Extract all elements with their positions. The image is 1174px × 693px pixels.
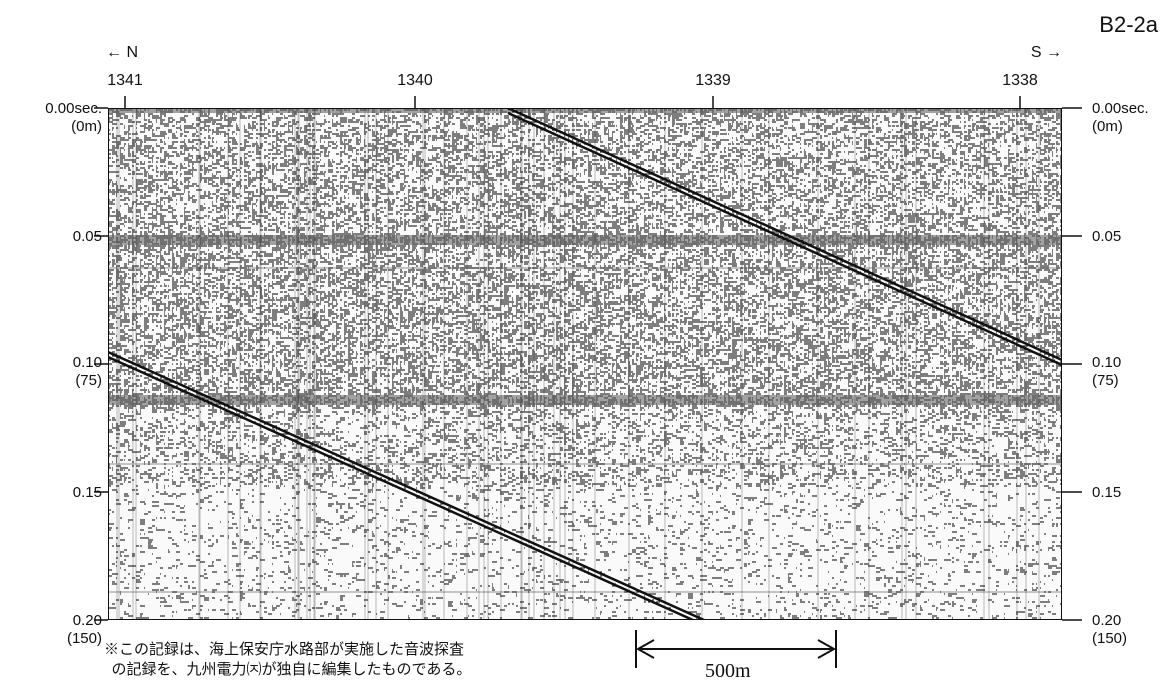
time-label-right-2: 0.10 (75) bbox=[1092, 354, 1122, 389]
time-label-left-3: 0.15 bbox=[72, 484, 102, 501]
time-label-left-4: 0.20 (150) bbox=[66, 612, 102, 647]
seismic-texture bbox=[108, 108, 1062, 620]
time-label-right-4: 0.20 (150) bbox=[1092, 612, 1128, 647]
time-label-left-1: 0.05 bbox=[72, 228, 102, 245]
direction-south-label: S → bbox=[1030, 44, 1062, 61]
station-label-1340: 1340 bbox=[397, 72, 433, 89]
seismic-profile-record bbox=[108, 108, 1062, 620]
scale-bar-label: 500m bbox=[705, 660, 751, 682]
scale-bar bbox=[635, 630, 837, 668]
time-label-right-1: 0.05 bbox=[1092, 228, 1122, 245]
time-label-left-0: 0.00sec. (0m) bbox=[45, 100, 102, 135]
figure-title: B2-2a bbox=[1099, 12, 1158, 37]
time-label-right-0: 0.00sec. (0m) bbox=[1092, 100, 1149, 135]
direction-north-label: ← N bbox=[106, 44, 138, 61]
station-label-1338: 1338 bbox=[1002, 72, 1038, 89]
station-label-1341: 1341 bbox=[107, 72, 143, 89]
time-label-right-3: 0.15 bbox=[1092, 484, 1122, 501]
station-label-1339: 1339 bbox=[695, 72, 731, 89]
time-label-left-2: 0.10 (75) bbox=[72, 354, 102, 389]
source-note: ※この記録は、海上保安庁水路部が実施した音波探査 の記録を、九州電力㈈が独自に編… bbox=[104, 642, 472, 678]
